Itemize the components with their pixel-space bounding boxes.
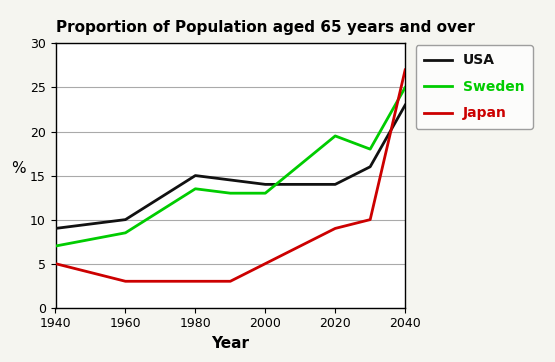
- Legend: USA, Sweden, Japan: USA, Sweden, Japan: [416, 45, 533, 129]
- X-axis label: Year: Year: [211, 336, 249, 351]
- Y-axis label: %: %: [12, 161, 26, 176]
- Text: Proportion of Population aged 65 years and over: Proportion of Population aged 65 years a…: [56, 20, 475, 35]
